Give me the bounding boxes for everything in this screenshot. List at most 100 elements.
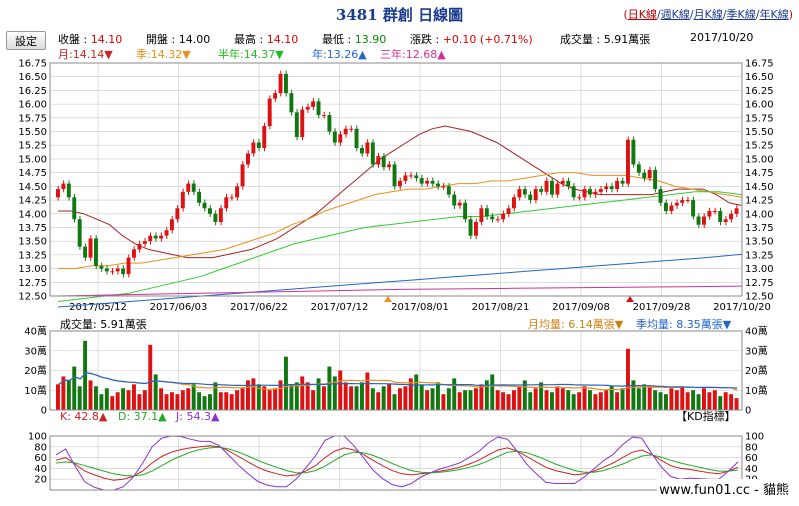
price-y-tick-right: 15.00 <box>745 154 774 165</box>
kd-y-tick-left: 20 <box>34 475 47 486</box>
price-x-tick: 2017/06/03 <box>150 302 208 313</box>
volume-bar <box>658 392 663 410</box>
period-links: (日K線/週K線/月K線/季K線/年K線) <box>623 6 793 22</box>
volume-bar <box>300 376 305 410</box>
kd-y-tick-left: 80 <box>34 442 47 453</box>
volume-bar <box>707 392 712 410</box>
price-y-tick-left: 16.50 <box>18 72 47 83</box>
candle-body <box>539 189 544 192</box>
kd-k-label: K: 42.8▲ <box>60 410 108 423</box>
price-y-tick-left: 14.50 <box>18 182 47 193</box>
volume-bar <box>246 380 250 410</box>
candle-body <box>202 202 207 209</box>
kd-y-tick-right: 100 <box>745 432 764 443</box>
ma-line-3 <box>57 253 743 308</box>
candle-body <box>159 235 164 239</box>
candle-body <box>370 142 375 165</box>
low-value: 13.90 <box>354 33 387 46</box>
price-x-tick: 2017/09/28 <box>633 302 691 313</box>
volume-bar <box>653 390 658 410</box>
volume-bar <box>267 390 272 410</box>
chart-title: 3481 群創 日線圖 <box>335 6 464 24</box>
volume-bar <box>126 390 131 410</box>
kd-line-1 <box>55 446 739 477</box>
price-y-tick-right: 14.00 <box>745 209 774 220</box>
volume-bar <box>256 384 261 410</box>
volume-label: 成交量 : <box>560 33 604 46</box>
candle-body <box>734 208 739 214</box>
volume-bar <box>664 394 668 410</box>
candle-body <box>620 180 625 184</box>
kd-j-label: J: 54.3▲ <box>175 410 220 423</box>
candle-body <box>208 208 212 214</box>
volume-bar <box>72 366 77 410</box>
candle-body <box>664 202 668 212</box>
candle-body <box>349 128 354 130</box>
volume-bar <box>588 390 592 410</box>
volume-bar <box>436 382 440 410</box>
candle-body <box>354 128 359 148</box>
ma-year: 年:13.26▲ <box>312 48 367 61</box>
volume-y-ticks: 0 0 10萬 10萬 20萬 20萬 30萬 30萬 40萬 40萬 <box>24 325 767 417</box>
candle-body <box>56 189 60 198</box>
volume-bar <box>77 386 82 410</box>
candle-body <box>696 216 701 225</box>
candle-body <box>501 213 506 220</box>
candle-body <box>658 189 663 203</box>
price-y-ticks: 12.50 12.50 12.75 12.75 13.00 13.00 13.25 13.25… <box>18 59 773 303</box>
price-y-tick-right: 15.25 <box>745 141 774 152</box>
price-x-tick: 2017/07/12 <box>311 302 369 313</box>
link-quarterly[interactable]: 季K線 <box>726 8 756 21</box>
candle-body <box>121 268 126 275</box>
candle-body <box>83 246 88 258</box>
footer-brand: www.fun01.cc - 貓熊 <box>657 479 791 498</box>
volume-bar <box>604 390 609 410</box>
candle-body <box>702 216 706 225</box>
volume-y-tick-right: 30萬 <box>745 344 768 357</box>
volume-bar <box>598 392 603 410</box>
candle-body <box>175 208 180 220</box>
candle-body <box>398 180 402 187</box>
candle-body <box>517 189 522 198</box>
price-x-ticks: 2017/05/12 2017/06/03 2017/06/22 2017/07/12… <box>69 296 771 313</box>
kd-y-tick-left: 40 <box>34 464 47 475</box>
candle-body <box>137 243 142 250</box>
candle-body <box>132 249 136 258</box>
price-y-tick-left: 13.75 <box>18 223 47 234</box>
panel-frame-0 <box>49 62 743 297</box>
settings-button[interactable]: 設定 <box>6 31 46 50</box>
volume-bar <box>712 390 717 410</box>
volume-bar <box>387 384 392 410</box>
volume-bar <box>262 386 267 410</box>
panel-frame-2 <box>49 435 743 491</box>
candle-body <box>61 183 66 190</box>
volume-bar <box>539 382 544 410</box>
panel-frames <box>49 62 743 491</box>
price-y-tick-right: 12.50 <box>745 292 774 303</box>
link-yearly[interactable]: 年K線 <box>759 8 789 21</box>
candle-body <box>555 183 560 195</box>
change-value: +0.10 (+0.71%) <box>442 33 533 46</box>
kd-d-label: D: 37.1▲ <box>118 410 167 423</box>
link-weekly[interactable]: 週K線 <box>660 8 690 21</box>
volume-bar <box>414 374 419 410</box>
kd-lines <box>55 435 739 491</box>
volume-bar <box>631 380 636 410</box>
volume-y-tick-left: 40萬 <box>24 325 47 338</box>
link-daily[interactable]: 日K線 <box>627 8 657 21</box>
candle-body <box>544 180 549 192</box>
candle-body <box>642 172 647 179</box>
quote-close: 收盤 : 14.10 <box>58 31 122 47</box>
candle-body <box>626 139 630 184</box>
volume-bar <box>685 392 690 410</box>
candle-body <box>88 238 93 258</box>
price-candles <box>56 70 739 278</box>
price-x-tick: 2017/06/22 <box>230 302 288 313</box>
candle-body <box>235 186 240 198</box>
price-y-tick-left: 15.25 <box>18 141 47 152</box>
quote-change: 漲跌 : +0.10 (+0.71%) <box>410 31 533 47</box>
link-monthly[interactable]: 月K線 <box>693 8 723 21</box>
volume-bar <box>186 388 191 410</box>
candle-body <box>615 180 620 190</box>
volume-bar <box>376 392 381 410</box>
